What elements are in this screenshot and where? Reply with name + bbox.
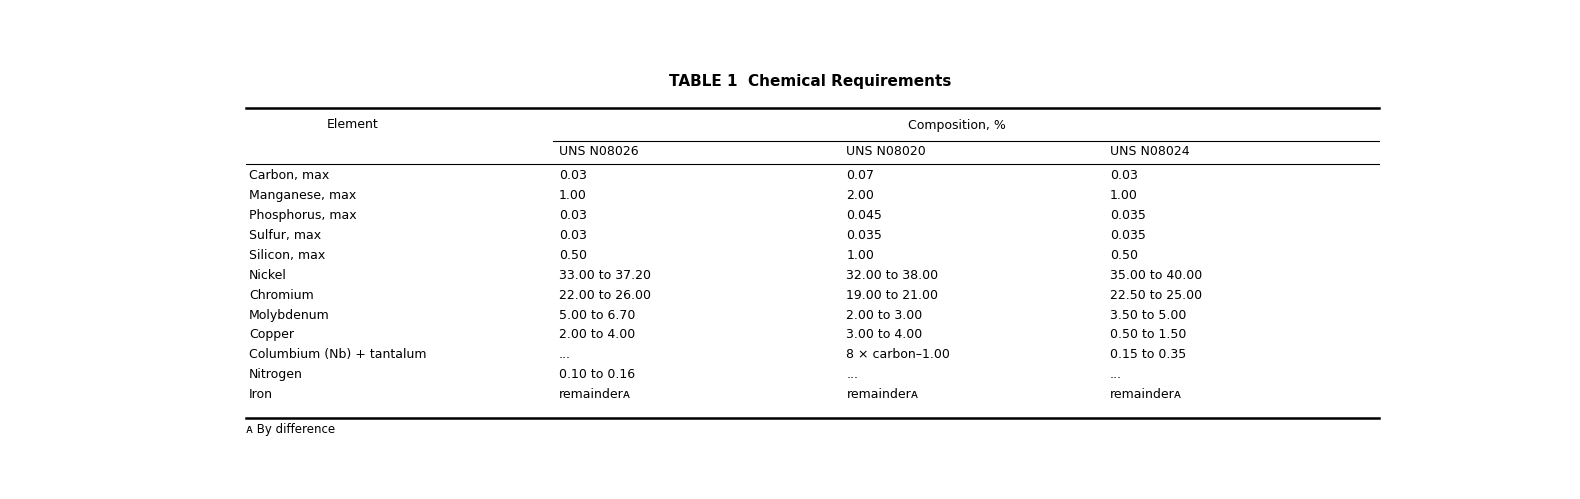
Text: ᴀ By difference: ᴀ By difference xyxy=(246,423,335,436)
Text: Silicon, max: Silicon, max xyxy=(250,249,325,261)
Text: 22.50 to 25.00: 22.50 to 25.00 xyxy=(1109,288,1202,301)
Text: Nickel: Nickel xyxy=(250,268,288,281)
Text: 1.00: 1.00 xyxy=(847,249,874,261)
Text: 0.03: 0.03 xyxy=(559,229,586,242)
Text: 1.00: 1.00 xyxy=(559,189,586,202)
Text: Molybdenum: Molybdenum xyxy=(250,308,330,321)
Text: UNS N08026: UNS N08026 xyxy=(559,145,638,158)
Text: remainderᴀ: remainderᴀ xyxy=(1109,388,1182,401)
Text: remainderᴀ: remainderᴀ xyxy=(847,388,918,401)
Text: Nitrogen: Nitrogen xyxy=(250,368,303,381)
Text: UNS N08024: UNS N08024 xyxy=(1109,145,1190,158)
Text: 0.10 to 0.16: 0.10 to 0.16 xyxy=(559,368,635,381)
Text: 19.00 to 21.00: 19.00 to 21.00 xyxy=(847,288,939,301)
Text: Columbium (Nb) + tantalum: Columbium (Nb) + tantalum xyxy=(250,348,427,361)
Text: 0.03: 0.03 xyxy=(559,209,586,222)
Text: 8 × carbon–1.00: 8 × carbon–1.00 xyxy=(847,348,950,361)
Text: Element: Element xyxy=(327,118,379,131)
Text: Manganese, max: Manganese, max xyxy=(250,189,356,202)
Text: Copper: Copper xyxy=(250,328,294,341)
Text: 22.00 to 26.00: 22.00 to 26.00 xyxy=(559,288,651,301)
Text: remainderᴀ: remainderᴀ xyxy=(559,388,630,401)
Text: Composition, %: Composition, % xyxy=(908,119,1005,132)
Text: 3.50 to 5.00: 3.50 to 5.00 xyxy=(1109,308,1187,321)
Text: Phosphorus, max: Phosphorus, max xyxy=(250,209,357,222)
Text: 0.035: 0.035 xyxy=(847,229,882,242)
Text: ...: ... xyxy=(559,348,570,361)
Text: Sulfur, max: Sulfur, max xyxy=(250,229,321,242)
Text: 0.045: 0.045 xyxy=(847,209,882,222)
Text: 33.00 to 37.20: 33.00 to 37.20 xyxy=(559,268,651,281)
Text: 0.03: 0.03 xyxy=(559,169,586,182)
Text: 35.00 to 40.00: 35.00 to 40.00 xyxy=(1109,268,1202,281)
Text: 3.00 to 4.00: 3.00 to 4.00 xyxy=(847,328,923,341)
Text: 0.50 to 1.50: 0.50 to 1.50 xyxy=(1109,328,1187,341)
Text: TABLE 1  Chemical Requirements: TABLE 1 Chemical Requirements xyxy=(668,73,951,88)
Text: 0.07: 0.07 xyxy=(847,169,874,182)
Text: 0.50: 0.50 xyxy=(1109,249,1138,261)
Text: Iron: Iron xyxy=(250,388,273,401)
Text: 2.00: 2.00 xyxy=(847,189,874,202)
Text: 0.50: 0.50 xyxy=(559,249,586,261)
Text: 32.00 to 38.00: 32.00 to 38.00 xyxy=(847,268,939,281)
Text: ...: ... xyxy=(1109,368,1122,381)
Text: UNS N08020: UNS N08020 xyxy=(847,145,926,158)
Text: Chromium: Chromium xyxy=(250,288,314,301)
Text: 0.03: 0.03 xyxy=(1109,169,1138,182)
Text: 0.15 to 0.35: 0.15 to 0.35 xyxy=(1109,348,1187,361)
Text: 0.035: 0.035 xyxy=(1109,209,1146,222)
Text: 1.00: 1.00 xyxy=(1109,189,1138,202)
Text: 2.00 to 4.00: 2.00 to 4.00 xyxy=(559,328,635,341)
Text: 0.035: 0.035 xyxy=(1109,229,1146,242)
Text: Carbon, max: Carbon, max xyxy=(250,169,329,182)
Text: 5.00 to 6.70: 5.00 to 6.70 xyxy=(559,308,635,321)
Text: ...: ... xyxy=(847,368,858,381)
Text: 2.00 to 3.00: 2.00 to 3.00 xyxy=(847,308,923,321)
